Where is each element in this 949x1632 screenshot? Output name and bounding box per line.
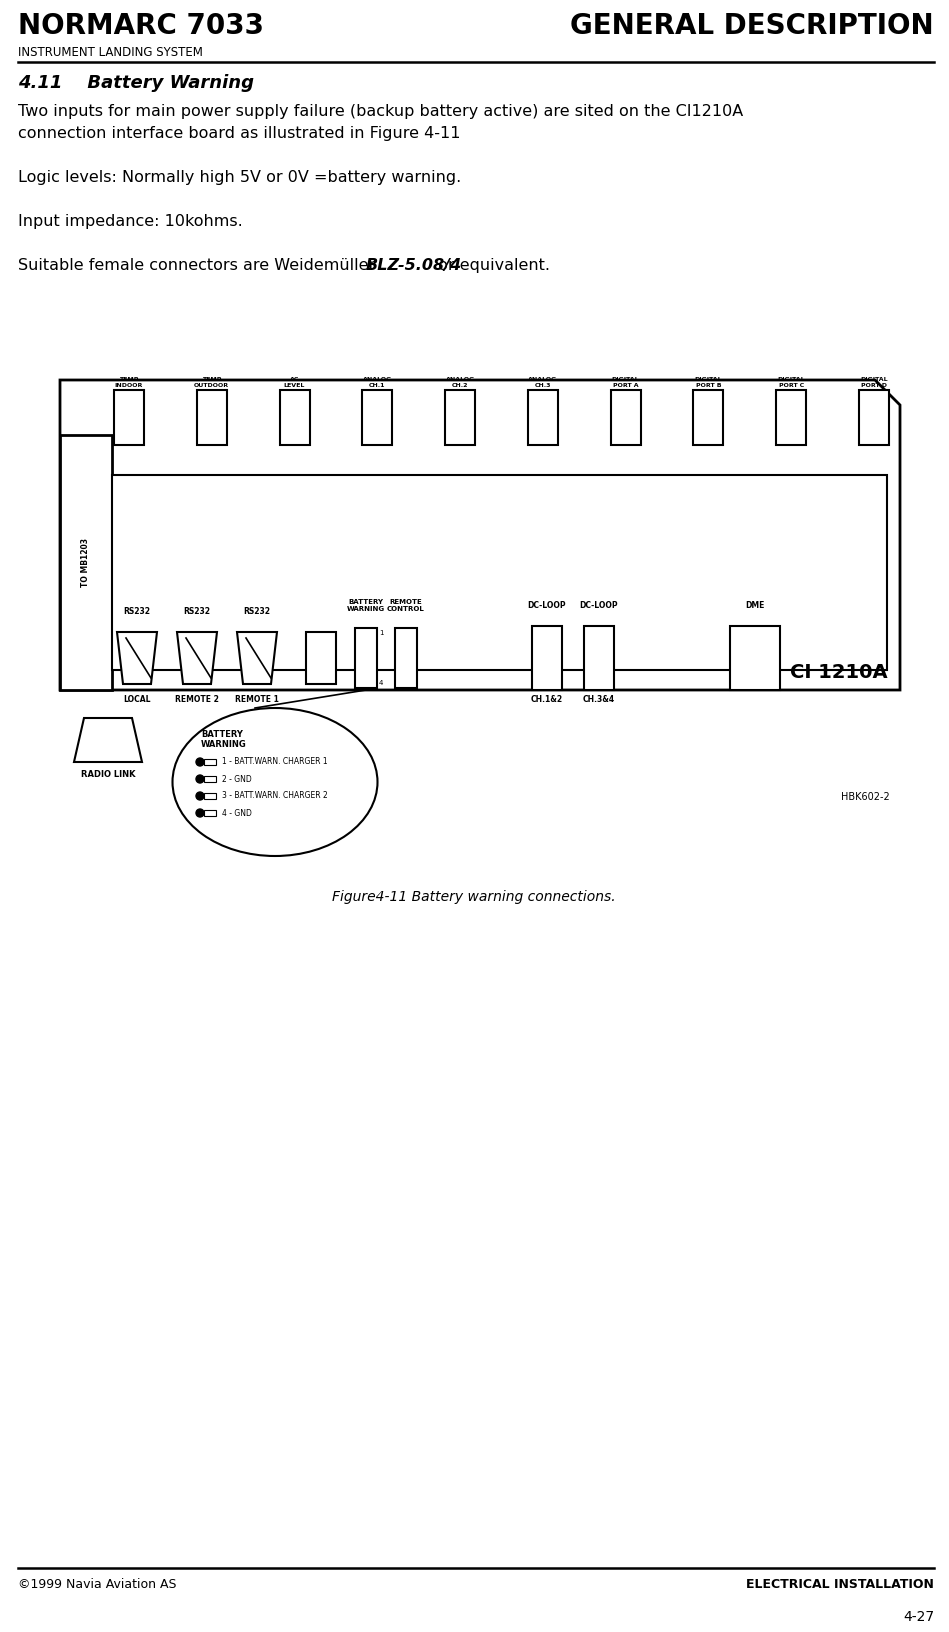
Text: CH.3&4: CH.3&4 xyxy=(583,695,615,703)
Text: 1 - BATT.WARN. CHARGER 1: 1 - BATT.WARN. CHARGER 1 xyxy=(222,757,327,767)
Polygon shape xyxy=(177,632,217,684)
Bar xyxy=(776,390,807,446)
Text: RS232: RS232 xyxy=(183,607,211,615)
Bar xyxy=(584,627,614,690)
Bar xyxy=(610,390,641,446)
Bar xyxy=(204,809,216,816)
Bar xyxy=(60,436,112,690)
Text: 3 - BATT.WARN. CHARGER 2: 3 - BATT.WARN. CHARGER 2 xyxy=(222,792,327,801)
Text: REMOTE 1: REMOTE 1 xyxy=(235,695,279,703)
Text: REMOTE 2: REMOTE 2 xyxy=(175,695,219,703)
Bar xyxy=(528,390,558,446)
Text: RS232: RS232 xyxy=(123,607,151,615)
Text: DC-LOOP: DC-LOOP xyxy=(580,601,619,610)
Text: 4.11    Battery Warning: 4.11 Battery Warning xyxy=(18,73,254,91)
Text: 4-27: 4-27 xyxy=(902,1611,934,1624)
Text: LOCAL: LOCAL xyxy=(123,695,151,703)
Text: AC
LEVEL: AC LEVEL xyxy=(284,377,306,388)
Polygon shape xyxy=(60,380,900,690)
Bar xyxy=(306,632,336,684)
Bar xyxy=(280,390,309,446)
Text: connection interface board as illustrated in Figure 4-11: connection interface board as illustrate… xyxy=(18,126,460,140)
Text: 2 - GND: 2 - GND xyxy=(222,775,251,783)
Bar xyxy=(730,627,780,690)
Text: 4 - GND: 4 - GND xyxy=(222,808,251,818)
Circle shape xyxy=(196,809,204,818)
Bar xyxy=(114,390,144,446)
Text: 1: 1 xyxy=(379,630,383,636)
Text: CI 1210A: CI 1210A xyxy=(791,663,888,682)
Polygon shape xyxy=(74,718,142,762)
Text: HBK602-2: HBK602-2 xyxy=(841,792,890,801)
Bar xyxy=(204,759,216,765)
Text: BATTERY
WARNING: BATTERY WARNING xyxy=(201,730,247,749)
Circle shape xyxy=(196,792,204,800)
Text: ELECTRICAL INSTALLATION: ELECTRICAL INSTALLATION xyxy=(746,1578,934,1591)
Bar xyxy=(355,628,377,689)
Text: DIGITAL
PORT A: DIGITAL PORT A xyxy=(612,377,640,388)
Polygon shape xyxy=(117,632,157,684)
Text: RS232: RS232 xyxy=(244,607,270,615)
Text: ANALOG
CH.2: ANALOG CH.2 xyxy=(445,377,474,388)
Text: INSTRUMENT LANDING SYSTEM: INSTRUMENT LANDING SYSTEM xyxy=(18,46,203,59)
Bar xyxy=(363,390,392,446)
Bar xyxy=(395,628,417,689)
Text: ANALOG
CH.3: ANALOG CH.3 xyxy=(529,377,557,388)
Text: Input impedance: 10kohms.: Input impedance: 10kohms. xyxy=(18,214,243,228)
Text: DC-LOOP: DC-LOOP xyxy=(528,601,567,610)
Bar xyxy=(445,390,475,446)
Ellipse shape xyxy=(173,708,378,857)
Text: BATTERY
WARNING: BATTERY WARNING xyxy=(347,599,385,612)
Bar xyxy=(859,390,889,446)
Text: REMOTE
CONTROL: REMOTE CONTROL xyxy=(387,599,425,612)
Circle shape xyxy=(196,775,204,783)
Text: Suitable female connectors are Weidemüller: Suitable female connectors are Weidemüll… xyxy=(18,258,381,273)
Text: DIGITAL
PORT C: DIGITAL PORT C xyxy=(777,377,805,388)
Text: Logic levels: Normally high 5V or 0V =battery warning.: Logic levels: Normally high 5V or 0V =ba… xyxy=(18,170,461,184)
Text: RADIO LINK: RADIO LINK xyxy=(81,770,136,778)
Text: GENERAL DESCRIPTION: GENERAL DESCRIPTION xyxy=(570,11,934,41)
Bar xyxy=(196,390,227,446)
Bar xyxy=(204,793,216,800)
Text: TEMP
OUTDOOR: TEMP OUTDOOR xyxy=(195,377,230,388)
Polygon shape xyxy=(237,632,277,684)
Text: TO MB1203: TO MB1203 xyxy=(82,539,90,588)
Text: 4: 4 xyxy=(379,681,383,685)
Text: DIGITAL
PORT B: DIGITAL PORT B xyxy=(695,377,722,388)
Text: BLZ-5.08/4: BLZ-5.08/4 xyxy=(366,258,462,273)
Text: Figure4-11 Battery warning connections.: Figure4-11 Battery warning connections. xyxy=(332,889,616,904)
Text: DME: DME xyxy=(745,601,765,610)
Text: TEMP
INDOOR: TEMP INDOOR xyxy=(115,377,143,388)
Text: or equivalent.: or equivalent. xyxy=(433,258,550,273)
Bar xyxy=(204,775,216,782)
Text: DIGITAL
PORT D: DIGITAL PORT D xyxy=(860,377,888,388)
Circle shape xyxy=(196,757,204,765)
Text: ©1999 Navia Aviation AS: ©1999 Navia Aviation AS xyxy=(18,1578,177,1591)
Text: Two inputs for main power supply failure (backup battery active) are sited on th: Two inputs for main power supply failure… xyxy=(18,104,743,119)
Bar xyxy=(532,627,562,690)
Bar xyxy=(112,475,887,671)
Text: CH.1&2: CH.1&2 xyxy=(530,695,563,703)
Text: NORMARC 7033: NORMARC 7033 xyxy=(18,11,264,41)
Text: ANALOG
CH.1: ANALOG CH.1 xyxy=(363,377,392,388)
Bar xyxy=(694,390,723,446)
